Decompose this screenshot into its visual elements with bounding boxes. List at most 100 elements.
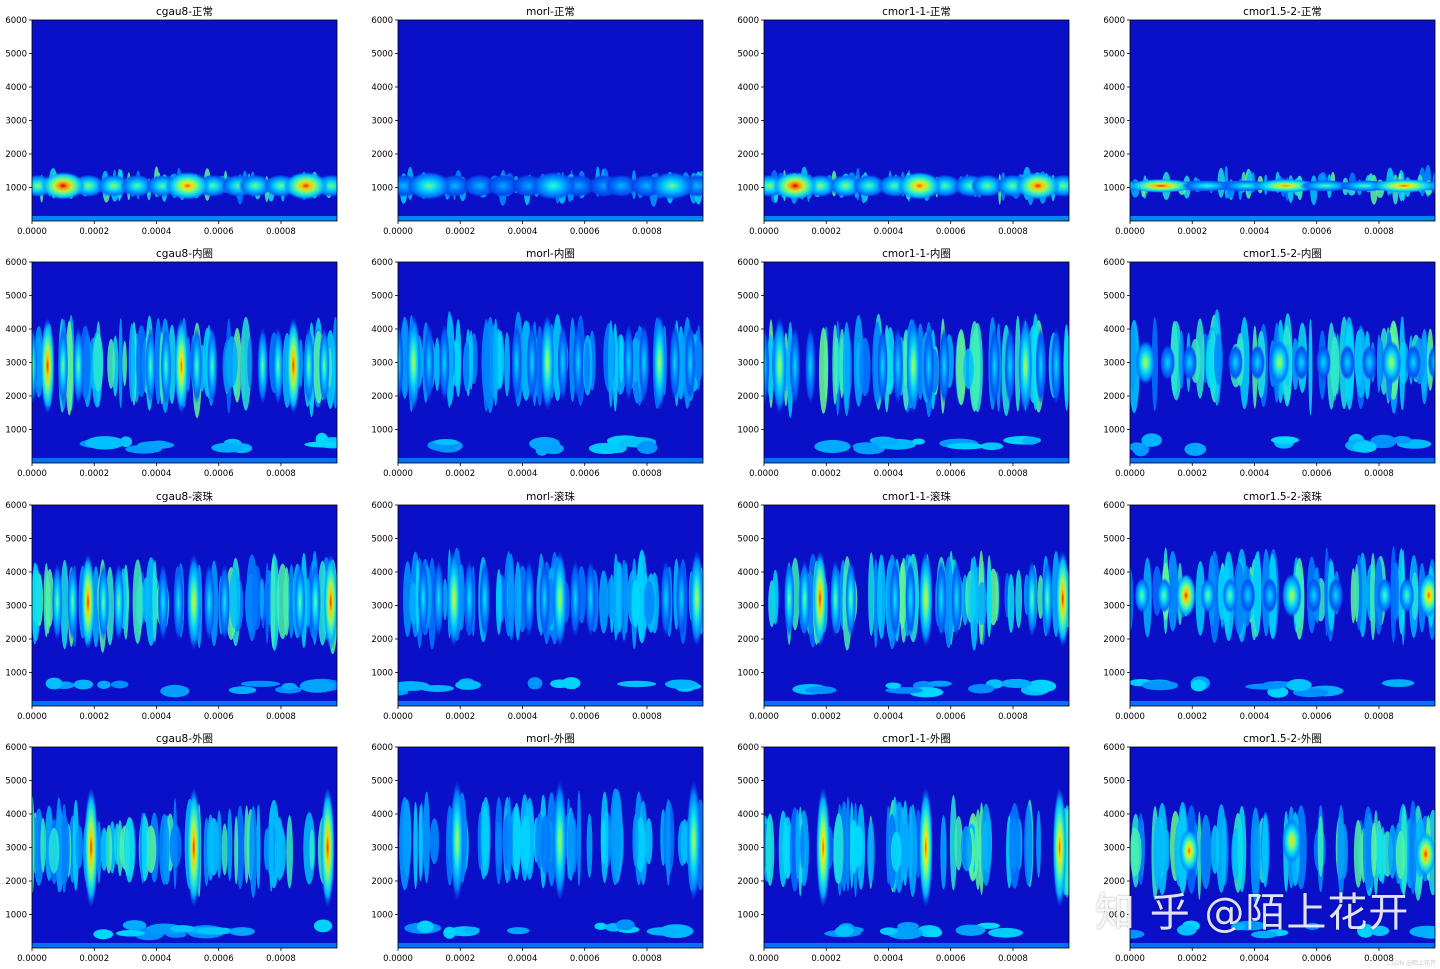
burst-satellite — [889, 560, 901, 638]
x-tick-label: 0.0008 — [1364, 227, 1394, 237]
x-tick-label: 0.0000 — [749, 227, 779, 237]
burst-satellite — [203, 563, 215, 641]
x-tick-label: 0.0006 — [204, 227, 234, 237]
plot-area — [32, 166, 337, 221]
x-tick-label: 0.0002 — [811, 227, 841, 237]
texture-streak — [75, 825, 84, 869]
edge-strip — [398, 457, 703, 463]
y-tick-label: 5000 — [5, 535, 27, 545]
x-tick-label: 0.0008 — [266, 712, 296, 722]
burst-satellite — [892, 327, 904, 405]
y-tick-label: 3000 — [737, 117, 759, 127]
plot-area — [32, 787, 337, 948]
subplot-7: cmor1-1-内圈 1000 2000 3000 4000 5000 6000 0.0000… — [737, 247, 1070, 479]
subplot-title: cmor1-1-外圈 — [882, 733, 951, 745]
y-tick-label: 3000 — [371, 117, 393, 127]
y-tick-label: 6000 — [371, 258, 393, 268]
y-tick-label: 1000 — [5, 911, 27, 921]
x-tick-label: 0.0002 — [811, 712, 841, 722]
burst-satellite — [1361, 344, 1377, 381]
y-tick-label: 4000 — [5, 83, 27, 93]
energy-burst — [40, 317, 55, 414]
texture-streak — [898, 562, 907, 629]
lowband-blob — [1370, 434, 1397, 449]
lowband-blob — [1231, 923, 1246, 931]
burst-satellite — [160, 327, 172, 405]
zhihu-watermark: 知 乎 @陌上花开 — [1095, 890, 1410, 936]
burst-satellite — [120, 174, 154, 198]
texture-streak — [1324, 547, 1330, 637]
x-tick-label: 0.0006 — [204, 712, 234, 722]
y-tick-label: 4000 — [1103, 810, 1125, 820]
x-tick-label: 0.0004 — [508, 469, 538, 479]
x-tick-label: 0.0000 — [383, 954, 413, 964]
burst-satellite — [1328, 577, 1344, 614]
subplot-15: cmor1-1-外圈 1000 2000 3000 4000 5000 6000 0.0000… — [737, 733, 1070, 964]
texture-streak — [842, 321, 851, 417]
subplot-title: cgau8-滚珠 — [156, 490, 213, 503]
y-tick-label: 4000 — [1103, 83, 1125, 93]
x-tick-label: 0.0002 — [811, 469, 841, 479]
texture-streak — [114, 823, 120, 865]
texture-streak — [48, 827, 60, 874]
texture-streak — [268, 807, 274, 892]
x-tick-label: 0.0002 — [1177, 469, 1207, 479]
y-tick-label: 4000 — [5, 568, 27, 578]
y-tick-label: 4000 — [371, 83, 393, 93]
texture-streak — [631, 579, 640, 628]
subplot-14: morl-外圈 1000 2000 3000 4000 5000 6000 0.0000 0.0… — [371, 733, 704, 964]
texture-streak — [963, 348, 974, 390]
lowband-blob — [506, 927, 530, 935]
burst-satellite — [722, 560, 733, 637]
energy-burst — [323, 554, 337, 651]
burst-satellite — [1134, 577, 1150, 614]
y-tick-label: 2000 — [1103, 392, 1125, 402]
burst-satellite — [310, 563, 321, 641]
x-tick-label: 0.0000 — [749, 469, 779, 479]
burst-satellite — [799, 560, 810, 638]
y-tick-label: 4000 — [737, 568, 759, 578]
edge-strip — [398, 700, 703, 706]
y-tick-label: 5000 — [5, 50, 27, 60]
burst-satellite — [257, 327, 268, 405]
x-tick-label: 0.0000 — [17, 227, 47, 237]
texture-streak — [240, 316, 252, 411]
plot-area — [1130, 164, 1435, 221]
y-tick-label: 5000 — [737, 535, 759, 545]
texture-streak — [853, 825, 864, 866]
lowband-blob — [433, 439, 459, 446]
texture-streak — [1197, 811, 1202, 901]
y-tick-label: 6000 — [737, 258, 759, 268]
texture-streak — [540, 814, 551, 875]
y-tick-label: 3000 — [737, 602, 759, 612]
texture-streak — [512, 802, 521, 880]
texture-streak — [606, 577, 616, 620]
energy-burst — [1381, 340, 1402, 385]
y-tick-label: 6000 — [1103, 743, 1125, 753]
burst-satellite — [829, 174, 863, 198]
burst-satellite — [789, 327, 801, 405]
x-tick-label: 0.0008 — [1364, 712, 1394, 722]
texture-streak — [225, 336, 238, 388]
burst-satellite — [1160, 344, 1176, 381]
plot-area — [764, 313, 1069, 463]
lowband-blob — [443, 926, 456, 939]
texture-streak — [576, 790, 582, 887]
texture-streak — [469, 330, 474, 391]
texture-streak — [608, 320, 614, 408]
x-tick-label: 0.0004 — [508, 954, 538, 964]
texture-streak — [867, 819, 875, 885]
subplot-5: cgau8-内圈 1000 2000 3000 4000 5000 6000 0.0000 0.… — [5, 247, 338, 479]
burst-satellite — [479, 560, 491, 638]
x-tick-label: 0.0006 — [1302, 954, 1332, 964]
texture-streak — [482, 319, 490, 412]
texture-streak — [943, 556, 954, 649]
energy-burst — [906, 317, 921, 414]
texture-streak — [1024, 804, 1033, 887]
energy-burst — [918, 550, 933, 647]
y-tick-label: 6000 — [1103, 258, 1125, 268]
y-tick-label: 2000 — [371, 877, 393, 887]
x-tick-label: 0.0006 — [936, 469, 966, 479]
texture-streak — [1165, 829, 1170, 871]
texture-streak — [32, 796, 35, 894]
